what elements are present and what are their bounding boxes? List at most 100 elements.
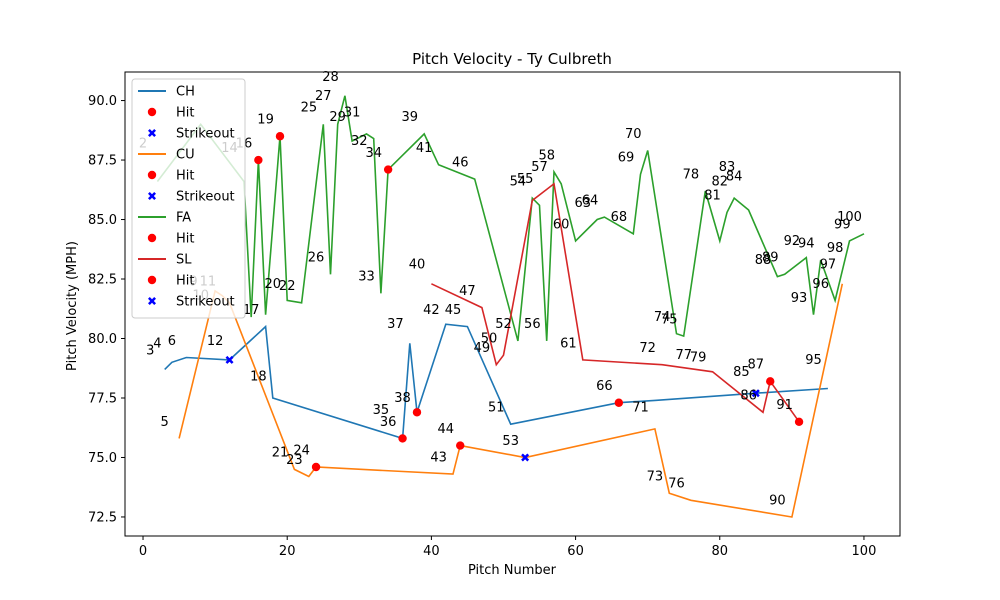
pitch-number-label: 44 xyxy=(438,422,455,437)
pitch-number-label: 41 xyxy=(416,141,433,156)
pitch-number-label: 40 xyxy=(409,258,426,273)
pitch-number-label: 57 xyxy=(531,160,548,175)
legend-label: Strikeout xyxy=(176,190,235,205)
hit-marker xyxy=(794,417,804,426)
pitch-number-label: 79 xyxy=(690,351,707,366)
pitch-number-label: 42 xyxy=(423,303,440,318)
pitch-number-label: 78 xyxy=(683,167,700,182)
legend-dot-swatch xyxy=(147,170,157,180)
strikeout-marker xyxy=(521,453,530,462)
legend-entry: CH xyxy=(138,85,195,100)
pitch-number-label: 29 xyxy=(329,110,346,125)
legend-entry: Hit xyxy=(147,106,194,121)
pitch-number-label: 71 xyxy=(632,401,649,416)
legend-x-swatch xyxy=(148,129,156,137)
legend-x-swatch xyxy=(148,192,156,200)
pitch-number-label: 27 xyxy=(315,89,332,104)
pitch-number-label: 45 xyxy=(445,303,462,318)
pitch-number-label: 32 xyxy=(351,134,368,149)
strikeout-marker xyxy=(751,389,760,398)
pitch-number-label: 17 xyxy=(243,303,260,318)
series-line-ch xyxy=(164,323,828,440)
pitch-number-label: 54 xyxy=(510,174,527,189)
legend-entry: Hit xyxy=(147,274,194,289)
legend: CH Hit Strikeout CU Hit Strikeout FA Hit SL Hit St… xyxy=(131,78,246,319)
pitch-number-label: 20 xyxy=(265,277,282,292)
pitch-number-label: 18 xyxy=(250,370,267,385)
pitch-number-label: 24 xyxy=(293,443,310,458)
hit-marker xyxy=(275,132,285,141)
legend-label: Strikeout xyxy=(176,295,235,310)
y-tick-label: 87.5 xyxy=(88,154,117,169)
pitch-number-label: 38 xyxy=(394,391,411,406)
pitch-number-label: 72 xyxy=(639,341,656,356)
legend-dot-swatch xyxy=(147,233,157,243)
legend-entry: Hit xyxy=(147,169,194,184)
pitch-number-label: 6 xyxy=(168,334,176,349)
pitch-number-label: 51 xyxy=(488,401,505,416)
y-tick-label: 90.0 xyxy=(88,94,117,109)
pitch-number-label: 49 xyxy=(474,341,491,356)
x-tick-label: 40 xyxy=(423,544,440,559)
pitch-number-label: 93 xyxy=(791,291,808,306)
legend-dot-swatch xyxy=(147,107,157,117)
pitch-number-label: 64 xyxy=(582,193,599,208)
pitch-number-label: 50 xyxy=(481,332,498,347)
pitch-number-label: 94 xyxy=(798,236,815,251)
x-tick-label: 20 xyxy=(279,544,296,559)
strikeout-marker xyxy=(225,355,234,364)
pitch-number-label: 98 xyxy=(827,241,844,256)
axes-layer: 0 20 40 60 80 100 72.5 75.0 77.5 80.0 82.5 85.0 87.5… xyxy=(88,71,901,559)
pitch-number-label: 69 xyxy=(618,151,635,166)
legend-label: CH xyxy=(176,85,195,100)
pitch-number-label: 70 xyxy=(625,127,642,142)
pitch-number-label: 74 xyxy=(654,310,671,325)
pitch-number-label: 99 xyxy=(834,217,851,232)
pitch-number-label: 89 xyxy=(762,251,779,266)
pitch-number-label: 61 xyxy=(560,336,577,351)
pitch-number-label: 31 xyxy=(344,105,361,120)
pitch-number-label: 3 xyxy=(146,343,154,358)
pitch-number-label: 86 xyxy=(740,389,757,404)
legend-label: FA xyxy=(176,211,191,226)
x-axis-label: Pitch Number xyxy=(468,563,557,578)
pitch-number-label: 87 xyxy=(748,358,765,373)
pitch-number-label: 95 xyxy=(805,353,822,368)
pitch-number-label: 25 xyxy=(301,101,318,116)
pitch-number-label: 56 xyxy=(524,317,541,332)
pitch-number-label: 5 xyxy=(161,415,169,430)
pitch-number-label: 12 xyxy=(207,334,224,349)
legend-dot-swatch xyxy=(147,275,157,285)
y-tick-label: 80.0 xyxy=(88,332,117,347)
series-line-fa xyxy=(156,95,865,342)
pitch-number-label: 85 xyxy=(733,365,750,380)
pitch-number-label: 35 xyxy=(373,403,390,418)
x-tick-label: 0 xyxy=(139,544,147,559)
pitch-number-label: 39 xyxy=(401,110,418,125)
data-layer xyxy=(156,95,865,518)
pitch-number-label: 68 xyxy=(611,210,628,225)
pitch-number-label: 90 xyxy=(769,493,786,508)
legend-x-swatch xyxy=(148,297,156,305)
pitch-number-label: 97 xyxy=(820,258,837,273)
series-line-sl xyxy=(431,182,800,423)
pitch-number-label: 47 xyxy=(459,284,476,299)
pitch-number-label: 34 xyxy=(365,146,382,161)
y-axis-label: Pitch Velocity (MPH) xyxy=(65,241,80,371)
plot-frame xyxy=(124,71,901,537)
legend-entry: FA xyxy=(138,211,191,226)
pitch-number-label: 73 xyxy=(647,470,664,485)
x-tick-label: 100 xyxy=(852,544,877,559)
pitch-number-label: 96 xyxy=(812,277,829,292)
y-tick-label: 85.0 xyxy=(88,213,117,228)
x-tick-label: 60 xyxy=(567,544,584,559)
pitch-number-label: 91 xyxy=(776,398,793,413)
point-label-layer: 2345691011121416171819202122232425262728… xyxy=(139,70,862,509)
hit-marker xyxy=(398,434,407,443)
legend-entry: Strikeout xyxy=(148,190,235,205)
y-tick-label: 77.5 xyxy=(88,391,117,406)
hit-marker xyxy=(254,155,263,165)
pitch-number-label: 52 xyxy=(495,317,512,332)
legend-entry: Strikeout xyxy=(148,127,235,142)
y-tick-label: 72.5 xyxy=(88,510,117,525)
